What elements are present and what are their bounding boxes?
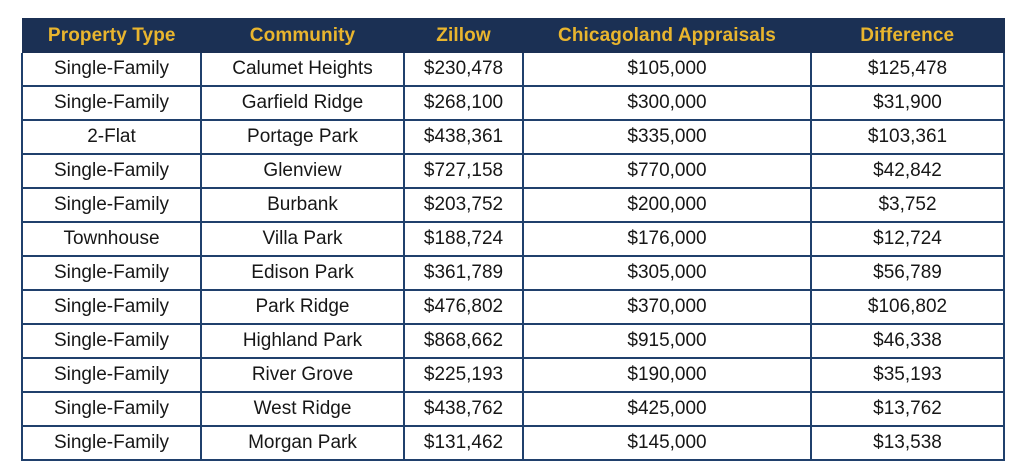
table-row: Single-Family West Ridge $438,762 $425,000 $… — [21, 391, 1005, 427]
table-row: Single-Family Edison Park $361,789 $305,000… — [21, 255, 1005, 291]
cell-property_type: Single-Family — [21, 85, 202, 121]
table-row: Single-Family Burbank $203,752 $200,000 $3,7… — [21, 187, 1005, 223]
cell-difference: $13,762 — [810, 391, 1005, 427]
cell-community: Garfield Ridge — [200, 85, 405, 121]
cell-chicagoland_appraisals: $915,000 — [522, 323, 812, 359]
cell-community: Park Ridge — [200, 289, 405, 325]
cell-chicagoland_appraisals: $105,000 — [522, 53, 812, 87]
cell-zillow: $868,662 — [403, 323, 524, 359]
cell-property_type: Single-Family — [21, 391, 202, 427]
cell-chicagoland_appraisals: $425,000 — [522, 391, 812, 427]
cell-chicagoland_appraisals: $300,000 — [522, 85, 812, 121]
cell-zillow: $438,762 — [403, 391, 524, 427]
cell-difference: $46,338 — [810, 323, 1005, 359]
cell-zillow: $188,724 — [403, 221, 524, 257]
cell-community: Calumet Heights — [200, 53, 405, 87]
cell-zillow: $268,100 — [403, 85, 524, 121]
cell-community: Edison Park — [200, 255, 405, 291]
cell-chicagoland_appraisals: $770,000 — [522, 153, 812, 189]
cell-difference: $56,789 — [810, 255, 1005, 291]
cell-chicagoland_appraisals: $190,000 — [522, 357, 812, 393]
cell-chicagoland_appraisals: $370,000 — [522, 289, 812, 325]
column-header-difference: Difference — [811, 18, 1005, 53]
cell-zillow: $230,478 — [403, 53, 524, 87]
cell-community: Highland Park — [200, 323, 405, 359]
cell-community: Portage Park — [200, 119, 405, 155]
cell-property_type: Townhouse — [21, 221, 202, 257]
cell-difference: $12,724 — [810, 221, 1005, 257]
table-header-row: Property Type Community Zillow Chicagola… — [21, 18, 1005, 53]
column-header-chicagoland-appraisals: Chicagoland Appraisals — [523, 18, 811, 53]
cell-difference: $103,361 — [810, 119, 1005, 155]
cell-community: West Ridge — [200, 391, 405, 427]
table-row: Single-Family Glenview $727,158 $770,000 $42… — [21, 153, 1005, 189]
table-row: Single-Family Calumet Heights $230,478 $105… — [21, 53, 1005, 87]
cell-community: Villa Park — [200, 221, 405, 257]
comparison-table-container: Property Type Community Zillow Chicagola… — [21, 18, 1005, 461]
column-header-zillow: Zillow — [404, 18, 523, 53]
cell-difference: $31,900 — [810, 85, 1005, 121]
cell-property_type: Single-Family — [21, 153, 202, 189]
cell-zillow: $131,462 — [403, 425, 524, 461]
cell-zillow: $476,802 — [403, 289, 524, 325]
cell-zillow: $361,789 — [403, 255, 524, 291]
table-row: Single-Family River Grove $225,193 $190,000… — [21, 357, 1005, 393]
cell-property_type: Single-Family — [21, 425, 202, 461]
table-row: 2-Flat Portage Park $438,361 $335,000 $103,3… — [21, 119, 1005, 155]
cell-difference: $42,842 — [810, 153, 1005, 189]
cell-community: Glenview — [200, 153, 405, 189]
cell-property_type: Single-Family — [21, 255, 202, 291]
cell-property_type: 2-Flat — [21, 119, 202, 155]
column-header-property-type: Property Type — [21, 18, 201, 53]
cell-community: River Grove — [200, 357, 405, 393]
cell-chicagoland_appraisals: $176,000 — [522, 221, 812, 257]
cell-community: Morgan Park — [200, 425, 405, 461]
table-row: Single-Family Park Ridge $476,802 $370,000 $… — [21, 289, 1005, 325]
cell-zillow: $203,752 — [403, 187, 524, 223]
cell-difference: $35,193 — [810, 357, 1005, 393]
cell-property_type: Single-Family — [21, 53, 202, 87]
cell-chicagoland_appraisals: $200,000 — [522, 187, 812, 223]
table-header: Property Type Community Zillow Chicagola… — [21, 18, 1005, 53]
cell-chicagoland_appraisals: $145,000 — [522, 425, 812, 461]
cell-difference: $3,752 — [810, 187, 1005, 223]
cell-difference: $106,802 — [810, 289, 1005, 325]
table-row: Townhouse Villa Park $188,724 $176,000 $12,7… — [21, 221, 1005, 257]
cell-zillow: $225,193 — [403, 357, 524, 393]
property-comparison-table: Property Type Community Zillow Chicagola… — [21, 18, 1005, 461]
cell-property_type: Single-Family — [21, 187, 202, 223]
table-body: Single-Family Calumet Heights $230,478 $105… — [21, 53, 1005, 461]
cell-chicagoland_appraisals: $335,000 — [522, 119, 812, 155]
cell-zillow: $727,158 — [403, 153, 524, 189]
cell-community: Burbank — [200, 187, 405, 223]
cell-property_type: Single-Family — [21, 357, 202, 393]
cell-difference: $125,478 — [810, 53, 1005, 87]
column-header-community: Community — [201, 18, 404, 53]
table-row: Single-Family Garfield Ridge $268,100 $300,… — [21, 85, 1005, 121]
cell-zillow: $438,361 — [403, 119, 524, 155]
cell-chicagoland_appraisals: $305,000 — [522, 255, 812, 291]
cell-property_type: Single-Family — [21, 323, 202, 359]
table-row: Single-Family Highland Park $868,662 $915,0… — [21, 323, 1005, 359]
cell-property_type: Single-Family — [21, 289, 202, 325]
table-row: Single-Family Morgan Park $131,462 $145,000… — [21, 425, 1005, 461]
cell-difference: $13,538 — [810, 425, 1005, 461]
